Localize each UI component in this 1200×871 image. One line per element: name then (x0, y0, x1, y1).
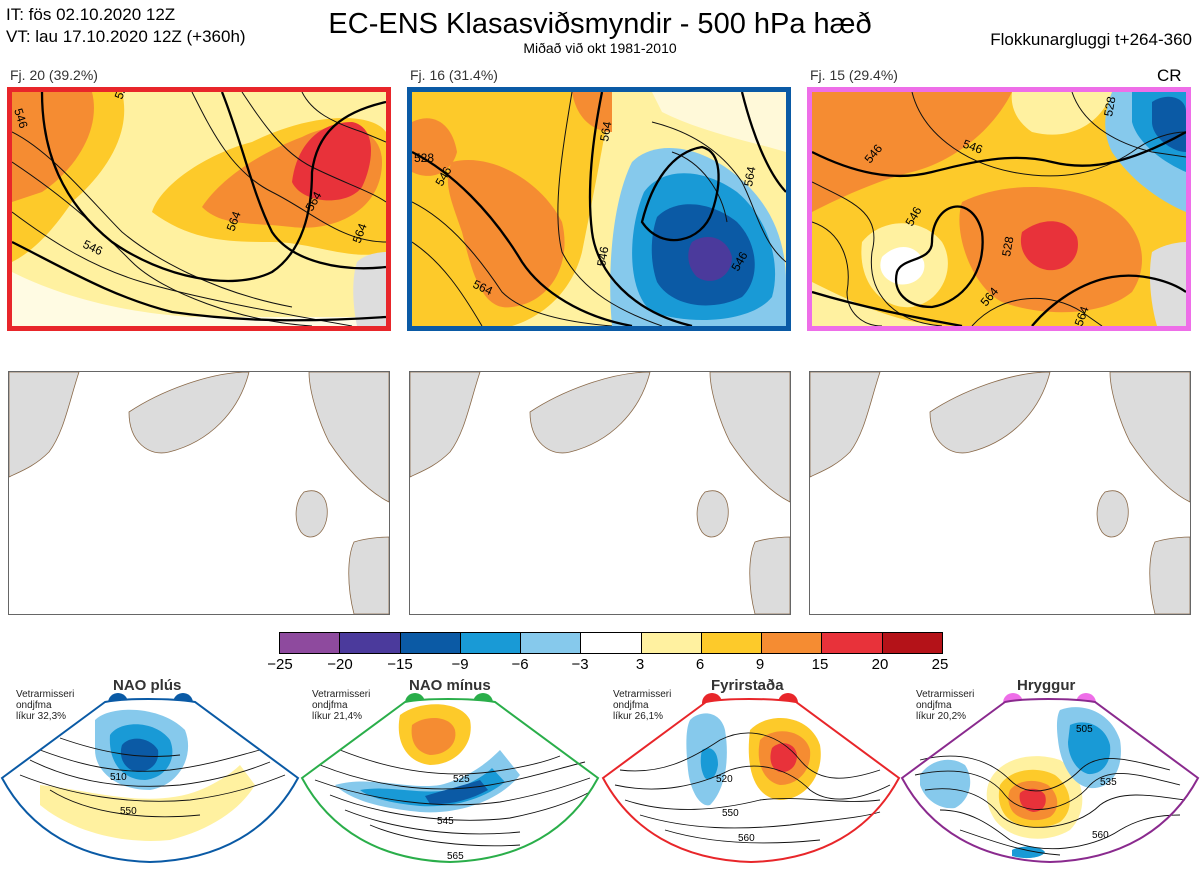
colorbar-tick-label: 15 (811, 656, 829, 673)
regime-info-line: Vetrarmisseri (613, 689, 672, 700)
colorbar-swatch (882, 633, 942, 653)
colorbar-tick-label: 6 (695, 656, 705, 673)
regime-info-line: ondjfma (916, 700, 952, 711)
cluster-label-3: Fj. 15 (29.4%) (810, 67, 898, 83)
regime-info-line: Vetrarmisseri (16, 689, 75, 700)
page-subtitle: Miðað við okt 1981-2010 (523, 40, 677, 56)
regime-map-nao-plus: 510 550 (0, 698, 300, 864)
regime-contour-label: 525 (453, 774, 470, 785)
regime-contour-label: 550 (722, 808, 739, 819)
colorbar-tick-label: −6 (511, 656, 529, 673)
anomaly-map-1 (8, 371, 390, 615)
regime-title-3: Fyrirstaða (711, 677, 784, 694)
contour-label: 564 (224, 209, 244, 233)
colorbar-tick-label: 3 (635, 656, 645, 673)
regime-title-1: NAO plús (113, 677, 182, 694)
regime-contour-label: 550 (120, 806, 137, 817)
contour-label: 528 (999, 235, 1016, 257)
regime-contour-label: 560 (1092, 830, 1109, 841)
regime-title-4: Hryggur (1017, 677, 1076, 694)
regime-info-line: Vetrarmisseri (916, 689, 975, 700)
cluster-badge: CR (1157, 66, 1182, 85)
colorbar-swatch (460, 633, 522, 653)
regime-info-line: Vetrarmisseri (312, 689, 371, 700)
colorbar-tick-label: 20 (871, 656, 889, 673)
colorbar-tick-label: 9 (755, 656, 765, 673)
anomaly-map-1-graphic (9, 372, 389, 614)
contour-label: 528 (1101, 95, 1118, 117)
page-title: EC-ENS Klasasviðsmyndir - 500 hPa hæð (328, 8, 872, 40)
regime-info-4: Vetrarmisseri ondjfma líkur 20,2% (916, 689, 974, 722)
anomaly-map-3-graphic (810, 372, 1190, 614)
colorbar-tick-label: −25 (267, 656, 293, 673)
cluster-map-3: 546 546 528 546 528 564 564 (807, 87, 1191, 331)
regime-map-blocking: 520 550 560 (601, 698, 901, 864)
cluster-label-1: Fj. 20 (39.2%) (10, 67, 98, 83)
contour-label: 564 (741, 165, 758, 187)
regime-info-line: líkur 21,4% (312, 711, 363, 722)
anomaly-map-2 (409, 371, 791, 615)
contour-label: 546 (12, 107, 31, 131)
colorbar-swatch (581, 633, 642, 653)
contour-label: 564 (597, 120, 614, 142)
regime-info-line: líkur 32,3% (16, 711, 67, 722)
colorbar-swatch (400, 633, 461, 653)
colorbar-tick-label: −9 (451, 656, 469, 673)
colorbar-swatch (340, 633, 401, 653)
regime-info-1: Vetrarmisseri ondjfma líkur 32,3% (16, 689, 74, 722)
cluster-map-2: 528 546 564 546 564 546 564 (407, 87, 791, 331)
regime-contour-label: 560 (738, 833, 755, 844)
anomaly-map-2-graphic (410, 372, 790, 614)
regime-info-line: líkur 20,2% (916, 711, 967, 722)
regime-contour-label: 520 (716, 774, 733, 785)
cluster-map-1: 546528546564564564 (7, 87, 391, 331)
header-run-info: IT: fös 02.10.2020 12Z VT: lau 17.10.202… (6, 4, 246, 48)
contour-label: 564 (1072, 304, 1092, 326)
regime-info-line: ondjfma (16, 700, 52, 711)
initial-time: IT: fös 02.10.2020 12Z (6, 5, 176, 24)
regime-contour-label: 510 (110, 772, 127, 783)
colorbar-swatch (641, 633, 702, 653)
anomaly-colorbar (279, 632, 943, 654)
regime-info-2: Vetrarmisseri ondjfma líkur 21,4% (312, 689, 370, 722)
regime-info-line: líkur 26,1% (613, 711, 664, 722)
regime-contour-label: 505 (1076, 724, 1093, 735)
regime-map-ridge: 505 535 560 (900, 698, 1200, 864)
contour-label: 564 (350, 221, 370, 245)
regime-info-line: ondjfma (312, 700, 348, 711)
colorbar-tick-label: −3 (571, 656, 589, 673)
colorbar-tick-label: 25 (931, 656, 949, 673)
colorbar-swatch (762, 633, 823, 653)
colorbar-tick-label: −15 (387, 656, 413, 673)
colorbar-swatch (701, 633, 763, 653)
regime-title-2: NAO mínus (409, 677, 491, 694)
regime-map-nao-minus: 525 545 565 (300, 698, 600, 864)
contour-label: 546 (961, 137, 985, 157)
cluster-map-1-graphic: 546528546564564564 (12, 92, 386, 326)
regime-contour-label: 535 (1100, 777, 1117, 788)
colorbar-tick-label: −20 (327, 656, 353, 673)
cluster-label-2: Fj. 16 (31.4%) (410, 67, 498, 83)
contour-label: 546 (594, 245, 611, 267)
clustering-window: Flokkunargluggi t+264-360 (990, 30, 1192, 49)
contour-label: 528 (112, 92, 132, 101)
contour-label: 528 (414, 151, 434, 165)
colorbar-swatch (280, 633, 341, 653)
regime-contour-label: 565 (447, 851, 464, 862)
anomaly-map-3 (809, 371, 1191, 615)
colorbar-swatch (521, 633, 582, 653)
colorbar-swatch (822, 633, 883, 653)
regime-info-3: Vetrarmisseri ondjfma líkur 26,1% (613, 689, 671, 722)
regime-maps: 510 550 525 545 565 (0, 698, 1200, 864)
regime-contour-label: 545 (437, 816, 454, 827)
regime-info-line: ondjfma (613, 700, 649, 711)
valid-time: VT: lau 17.10.2020 12Z (+360h) (6, 27, 246, 46)
